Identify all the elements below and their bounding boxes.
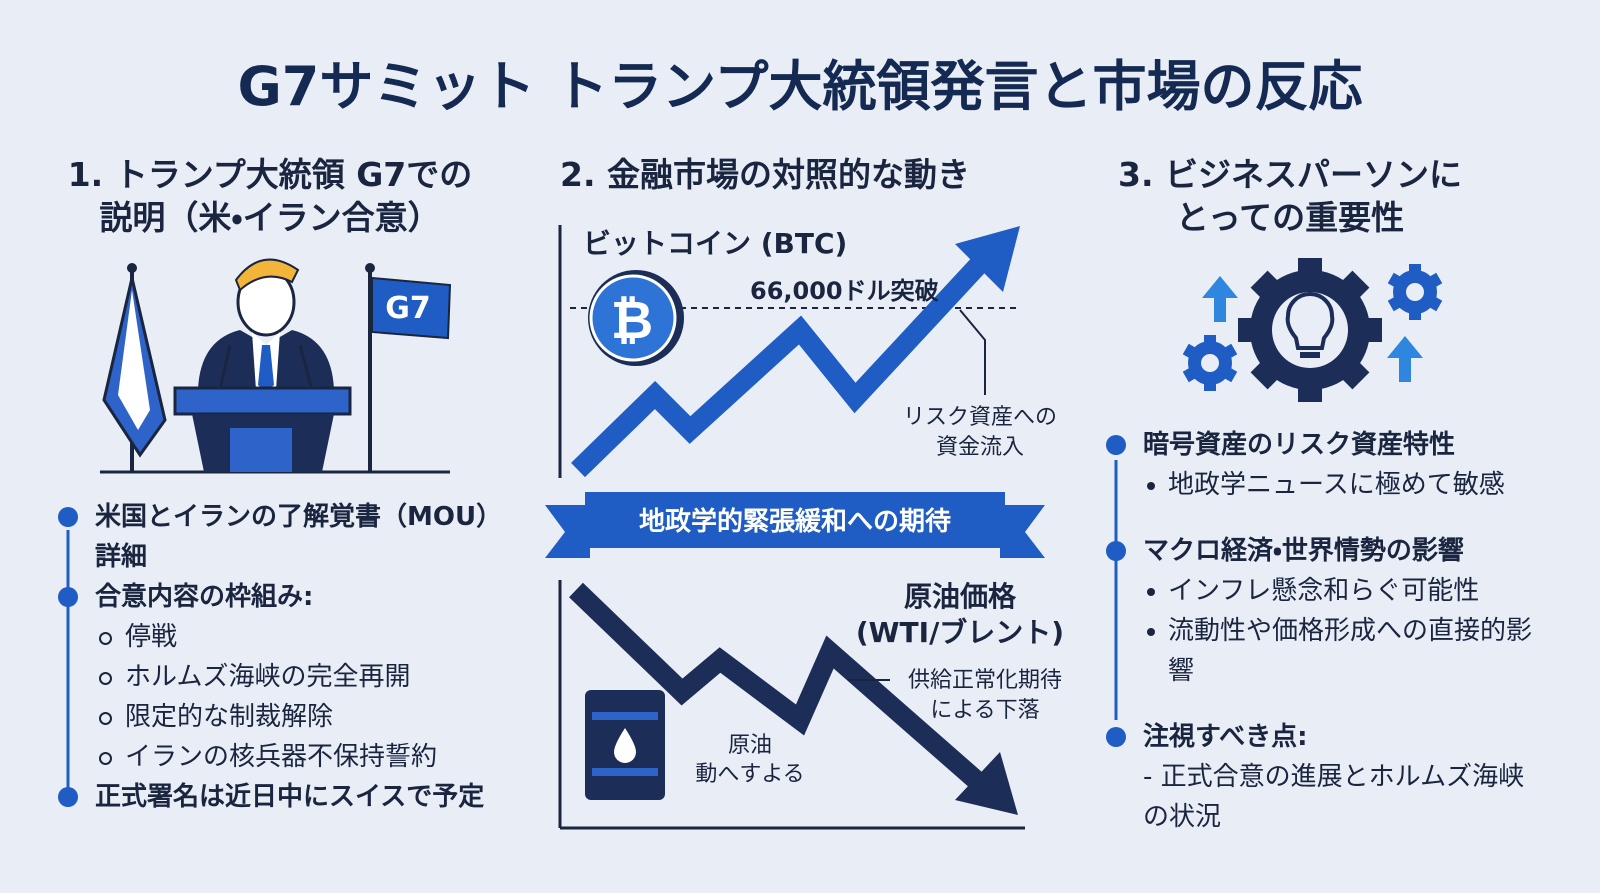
podium-illustration (100, 258, 452, 474)
point-title: マクロ経済・世界情勢の影響 (1103, 531, 1543, 571)
agreement-list: 米国とイランの了解覚書（MOU）詳細 合意内容の枠組み: 停戦 ホルムズ海峡の完全再開… (55, 497, 525, 817)
importance-list: 暗号資産のリスク資産特性 地政学ニュースに極めて敏感 マクロ経済・世界情勢の影響 イン… (1103, 425, 1543, 837)
point-title: 注視すべき点: (1103, 717, 1543, 757)
section-heading: 3. ビジネスパーソンに とっての重要性 (1090, 153, 1490, 239)
point-item: インフレ懸念和らぐ可能性 (1103, 571, 1543, 611)
heading-line: 1. トランプ大統領 G7での (67, 155, 473, 194)
oil-chart (558, 580, 1025, 830)
point-item: 流動性や価格形成への直接的影響 (1103, 611, 1543, 691)
sub-item: ホルムズ海峡の完全再開 (55, 657, 525, 697)
oil-annotation: による下落 (930, 698, 1039, 723)
btc-label: ビットコイン (BTC) (583, 227, 847, 260)
point-item: - 正式合意の進展とホルムズ海峡の状況 (1143, 762, 1525, 832)
oil-label: 原油価格 (904, 580, 1017, 613)
oil-label: (WTI/ブレント) (856, 616, 1064, 649)
flag-label: G7 (385, 291, 431, 326)
spacer (1103, 691, 1543, 717)
btc-annotation: リスク資産への (903, 405, 1057, 430)
btc-symbol: ₿ (611, 291, 653, 351)
heading-line: 3. ビジネスパーソンに (1118, 155, 1462, 194)
section-heading: 2. 金融市場の対照的な動き (560, 155, 970, 194)
point-item: 地政学ニュースに極めて敏感 (1103, 465, 1543, 505)
spacer (1103, 505, 1543, 531)
bullet-item: 米国とイランの了解覚書（MOU）詳細 (55, 497, 525, 577)
bullet-item: 正式署名は近日中にスイスで予定 (55, 777, 525, 817)
barrel-label: 動へすよる (695, 762, 804, 787)
gear-icons (1182, 258, 1443, 402)
bullet-item: 合意内容の枠組み: (55, 577, 525, 617)
oil-annotation: 供給正常化期待 (908, 668, 1062, 693)
banner (545, 492, 1045, 558)
sub-item: 停戦 (55, 617, 525, 657)
heading-line: 説明（米・イラン合意） (99, 198, 441, 237)
btc-threshold: 66,000ドル突破 (750, 277, 939, 305)
btc-annotation: 資金流入 (936, 435, 1024, 460)
page-title: G7サミット トランプ大統領発言と市場の反応 (237, 55, 1363, 118)
btc-chart (558, 225, 1020, 478)
sub-item: 限定的な制裁解除 (55, 697, 525, 737)
section-heading: 1. トランプ大統領 G7での 説明（米・イラン合意） (40, 153, 500, 239)
sub-item: イランの核兵器不保持誓約 (55, 737, 525, 777)
point-title: 暗号資産のリスク資産特性 (1103, 425, 1543, 465)
heading-line: とっての重要性 (1175, 198, 1405, 237)
barrel-label: 原油 (728, 733, 772, 758)
banner-text: 地政学的緊張緩和への期待 (639, 506, 951, 537)
